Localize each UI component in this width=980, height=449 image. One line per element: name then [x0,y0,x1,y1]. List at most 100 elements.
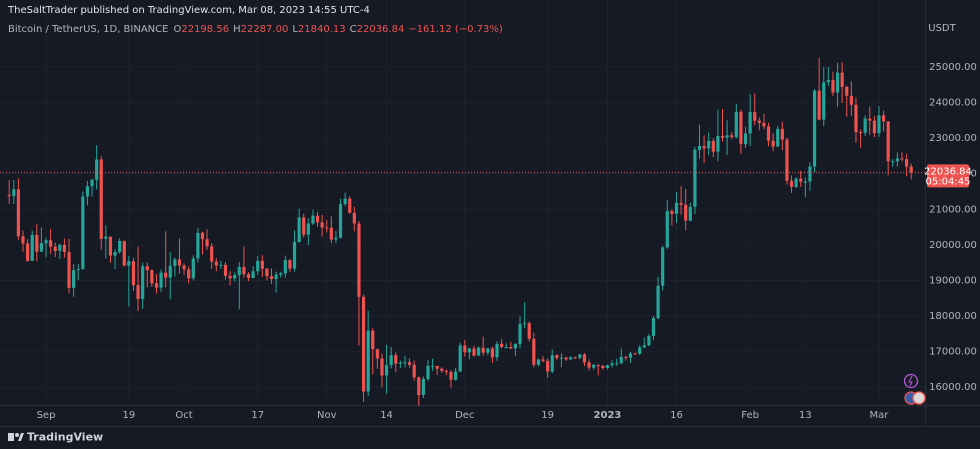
candle-body [417,377,421,396]
candle-body [67,251,71,288]
candle-body [615,363,619,365]
candle-body [306,223,310,235]
x-tick-label: Nov [317,410,337,421]
y-tick-label: 18000.00 [929,311,977,322]
candle-body [504,346,508,348]
candle-body [523,323,527,325]
candle-body [486,348,490,353]
x-tick-label: 17 [251,410,264,421]
candle-body [688,206,692,221]
candle-body [352,212,356,224]
candle-body [430,365,435,367]
candle-body [389,355,393,366]
candle-body [375,349,379,359]
candle-body [168,265,172,278]
candle-body [509,346,513,349]
candle-body [716,135,720,152]
legend-value: 22198.56 [181,24,229,35]
candle-body [150,270,154,284]
candle-body [260,260,264,269]
candle-body [536,359,541,365]
candle-body [320,222,324,228]
candle-body [743,133,748,145]
candle-body [771,140,775,147]
candle-body [794,178,798,187]
candle-body [725,135,729,138]
candle-body [835,72,840,93]
candle-body [868,118,872,121]
y-tick-label: 24000.00 [929,98,977,109]
y-tick-label: 23000.00 [929,133,977,144]
candle-body [684,204,688,221]
symbol-legend: Bitcoin / TetherUS, 1D, BINANCE O22198.56… [8,24,503,35]
candle-body [329,227,333,240]
candle-body [196,232,200,259]
candle-body [799,178,803,182]
x-tick-label: 16 [670,410,683,421]
candle-body [371,330,375,350]
candle-body [35,234,39,252]
candle-body [219,264,223,266]
symbol-name: Bitcoin / TetherUS, 1D, BINANCE [8,24,168,35]
y-tick-label: 21000.00 [929,204,977,215]
candle-body [555,355,559,359]
candle-body [380,358,384,376]
candle-body [154,283,159,288]
candle-body [730,135,734,138]
flag-icon[interactable] [912,391,926,405]
x-tick-label: 13 [799,410,812,421]
candle-body [803,181,807,183]
candle-body [90,179,94,187]
candle-body [532,338,536,365]
x-tick-label: Oct [175,410,192,421]
candle-body [822,82,826,120]
candle-body [753,112,757,121]
candle-body [780,128,784,140]
y-tick-label: 20000.00 [929,240,977,251]
x-tick-label: 14 [380,410,393,421]
x-tick-label: Mar [870,410,890,421]
candle-body [200,232,205,240]
grid [0,0,925,405]
candle-body [734,111,738,138]
candle-body [297,217,301,243]
candle-body [766,126,771,141]
candle-body [265,268,269,277]
candle-body [895,158,899,162]
candle-body [444,370,448,372]
candle-body [302,217,306,235]
candle-body [113,251,117,256]
candle-body [541,359,545,361]
candle-body [394,355,398,364]
legend-key: C [350,24,357,35]
legend-key: L [292,24,298,35]
candle-body [518,323,522,345]
candle-body [16,189,21,237]
candle-body [886,121,890,162]
candle-body [7,195,11,197]
candle-body [872,120,876,134]
candle-body [214,261,218,266]
candle-body [76,269,80,271]
candle-body [39,243,44,252]
candle-body [481,347,485,353]
candle-body [412,364,416,378]
candle-body [283,260,287,274]
event-icon[interactable] [903,373,919,389]
legend-key: H [233,24,241,35]
candle-body [384,365,389,376]
candle-body [789,180,794,187]
candle-body [739,111,743,145]
candle-body [407,362,412,365]
candle-body [633,353,637,355]
candle-body [191,258,195,279]
candle-body [785,139,789,181]
candle-body [237,266,241,276]
candle-body [127,261,131,266]
candle-body [877,115,881,134]
candle-body [702,145,706,149]
candle-body [697,145,702,150]
last-price-tag [927,164,969,188]
candle-body [900,158,904,160]
